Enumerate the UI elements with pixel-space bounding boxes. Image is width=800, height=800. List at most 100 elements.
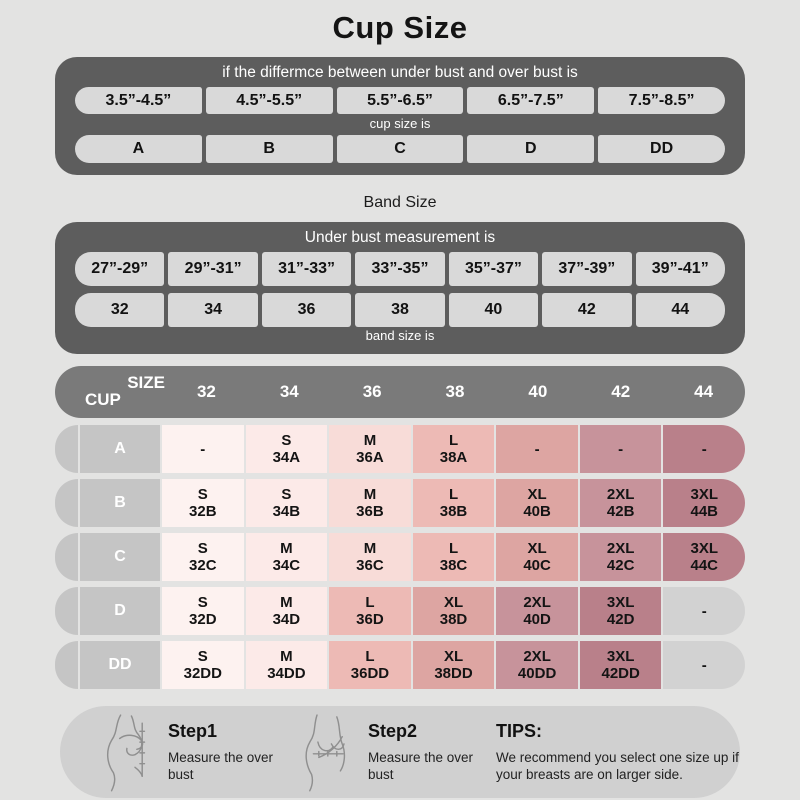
size-label: S (197, 648, 208, 665)
size-code: 34D (272, 611, 301, 628)
step2-text: Measure the over bust (368, 750, 474, 782)
size-label: 3XL (690, 540, 719, 557)
band-range-cell: 37”-39” (542, 252, 632, 286)
size-matrix-cell: - (663, 641, 746, 689)
size-matrix-cell: - (663, 425, 746, 473)
size-code: 40B (523, 503, 551, 520)
size-code: 32D (189, 611, 217, 628)
size-matrix-cell: M 34C (245, 533, 328, 581)
size-label: 3XL (606, 648, 635, 665)
size-label: L (365, 648, 375, 665)
step1-block: Step1 Measure the over bust (168, 721, 280, 783)
band-range-row: 27”-29” 29”-31” 31”-33” 33”-35” 35”-37” 37”-3… (75, 252, 725, 286)
size-label: 2XL (606, 540, 635, 557)
size-label: S (197, 486, 208, 503)
size-label: L (448, 540, 459, 557)
matrix-column-header: 40 (528, 382, 548, 401)
size-label: L (448, 432, 459, 449)
band-size-cell: 36 (261, 293, 352, 327)
size-label: M (363, 540, 377, 557)
size-code: 34B (272, 503, 301, 520)
size-code: 32DD (183, 665, 222, 682)
size-label: M (363, 432, 377, 449)
size-label: 3XL (606, 594, 635, 611)
size-label: - (701, 656, 707, 674)
corner-cup-label: CUP (85, 390, 121, 409)
band-range-cell: 31”-33” (261, 252, 352, 286)
size-code: 42B (606, 503, 635, 520)
band-footer-label: band size is (365, 328, 435, 343)
page-title: Cup Size (332, 10, 468, 45)
size-label: XL (527, 486, 547, 503)
band-size-cell: 44 (635, 293, 725, 327)
matrix-header: SIZE CUP 32 34 36 38 40 42 44 (55, 366, 745, 418)
size-code: 36C (356, 557, 384, 574)
matrix-row: C S 32C M 34C M 36C L 38C XL 40C 2XL 42C 3XL 44C (55, 533, 746, 581)
cup-letter-cell: A (75, 135, 202, 163)
size-code: 36A (356, 449, 384, 466)
size-label: S (281, 432, 292, 449)
size-matrix-cell: 3XL 42D (579, 587, 662, 635)
matrix-column-header: 34 (279, 382, 299, 401)
cup-diff-range-cell: 4.5”-5.5” (205, 87, 333, 114)
cup-diff-range-cell: 5.5”-6.5” (336, 87, 464, 114)
size-code: 42DD (601, 665, 640, 682)
cup-letter-cell: D (467, 135, 595, 163)
size-label: XL (443, 594, 464, 611)
size-label: - (618, 440, 624, 458)
row-left-cap (55, 533, 78, 581)
size-matrix-cell: L 36D (329, 587, 411, 635)
cup-diff-range-cell: 3.5”-4.5” (75, 87, 202, 114)
size-code: 34A (272, 449, 301, 466)
size-matrix-cell: M 34D (245, 587, 328, 635)
cup-row-label: DD (80, 641, 160, 689)
cup-letter-cell: DD (598, 135, 725, 163)
size-code: 34DD (267, 665, 306, 682)
step1-measuring-figure-icon (90, 710, 162, 794)
size-matrix-cell: 2XL 40DD (496, 641, 578, 689)
size-matrix-cell: S 34A (245, 425, 328, 473)
size-label: - (200, 440, 206, 458)
size-code: 40D (523, 611, 551, 628)
size-matrix-cell: XL 40C (496, 533, 578, 581)
size-code: 40C (523, 557, 551, 574)
size-code: 44C (690, 557, 719, 574)
size-label: M (280, 540, 293, 557)
size-code: 38C (439, 557, 468, 574)
size-label: 2XL (606, 486, 635, 503)
size-matrix-cell: XL 38DD (412, 641, 495, 689)
row-left-cap (55, 425, 78, 473)
cup-row-label: B (80, 479, 160, 527)
band-size-cell: 38 (355, 293, 445, 327)
matrix-column-header: 44 (694, 382, 714, 401)
row-left-cap (55, 587, 78, 635)
size-matrix-cell: L 38A (412, 425, 495, 473)
size-matrix-cell: 3XL 44B (663, 479, 746, 527)
tips-text: We recommend you select one size up if y… (496, 750, 739, 782)
cup-diff-row: 3.5”-4.5” 4.5”-5.5” 5.5”-6.5” 6.5”-7.5” 7.5”… (75, 87, 725, 114)
step1-title: Step1 (168, 721, 218, 741)
matrix-row: D S 32D M 34D L 36D XL 38D 2XL 40D 3XL 42D - (55, 587, 746, 635)
size-matrix-cell: M 34DD (245, 641, 328, 689)
size-label: S (197, 594, 208, 611)
size-matrix-cell: M 36C (329, 533, 411, 581)
size-code: 38B (439, 503, 468, 520)
matrix-row: B S 32B S 34B M 36B L 38B XL 40B 2XL 42B 3XL 44B (55, 479, 746, 527)
matrix-corner: SIZE CUP (55, 366, 165, 418)
size-label: 2XL (523, 648, 551, 665)
band-size-cell: 42 (542, 293, 632, 327)
size-matrix-cell: XL 38D (412, 587, 495, 635)
size-matrix-cell: 2XL 40D (496, 587, 578, 635)
band-heading: Under bust measurement is (304, 229, 496, 246)
matrix-column-header: 42 (611, 382, 631, 401)
size-matrix-cell: M 36A (329, 425, 411, 473)
size-label: XL (443, 648, 464, 665)
cup-row-label: A (80, 425, 160, 473)
size-label: 2XL (523, 594, 551, 611)
size-code: 36B (356, 503, 384, 520)
size-code: 36DD (350, 665, 390, 682)
corner-size-label: SIZE (127, 373, 165, 392)
matrix-column-header: 36 (362, 382, 382, 401)
step2-measuring-figure-icon (290, 710, 362, 794)
size-label: XL (527, 540, 547, 557)
